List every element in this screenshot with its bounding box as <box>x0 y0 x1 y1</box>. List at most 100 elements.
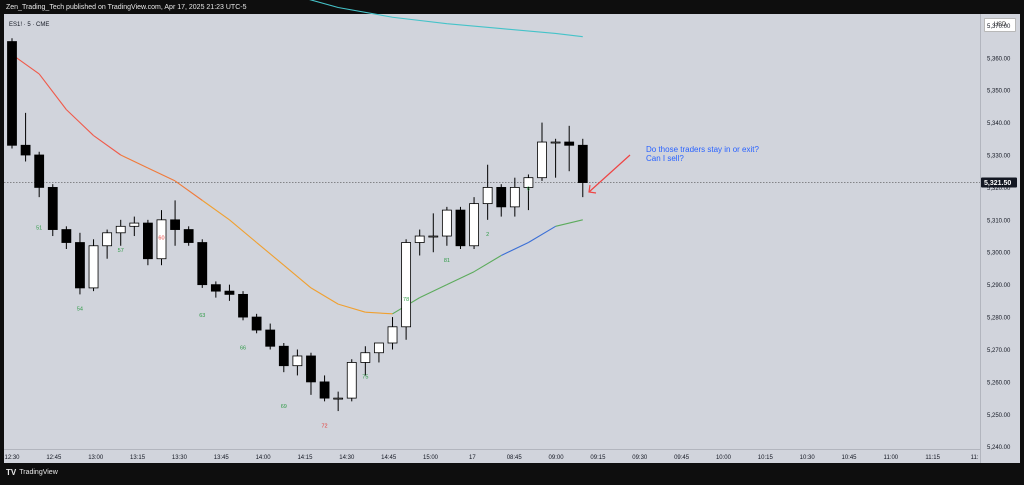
time-tick-label: 13:15 <box>130 455 146 461</box>
candle[interactable] <box>170 200 180 246</box>
annotation-line2: Can I sell? <box>646 154 684 163</box>
time-tick-label: 17 <box>469 455 476 461</box>
ema-line-segment <box>310 287 339 305</box>
candle-body <box>251 316 262 331</box>
publisher-header: Zen_Trading_Tech published on TradingVie… <box>6 4 247 11</box>
time-tick-label: 09:00 <box>549 455 565 461</box>
candle[interactable] <box>197 239 208 288</box>
candle[interactable] <box>47 184 58 237</box>
ema-line-segment <box>283 264 312 289</box>
candle-body <box>129 222 140 227</box>
candle[interactable] <box>292 349 303 376</box>
candle[interactable] <box>183 226 194 246</box>
candle[interactable] <box>7 38 17 149</box>
bar-count-label: 57 <box>118 248 124 254</box>
candle-body <box>265 329 276 347</box>
bar-count-label: 6 <box>527 187 530 193</box>
time-tick-label: 09:30 <box>632 455 648 461</box>
candle[interactable] <box>577 138 588 198</box>
candle[interactable] <box>401 239 412 340</box>
candle[interactable] <box>319 375 330 402</box>
time-tick-label: 10:45 <box>841 455 857 461</box>
candle[interactable] <box>61 226 72 250</box>
time-tick-label: 11:15 <box>925 455 940 461</box>
candle[interactable] <box>537 122 547 181</box>
candle-body <box>278 345 289 367</box>
bar-count-label: 54 <box>77 307 83 313</box>
candle-body <box>537 141 547 179</box>
candle[interactable] <box>428 213 439 253</box>
candle[interactable] <box>34 151 45 198</box>
candle-body <box>7 41 17 146</box>
candle[interactable] <box>224 284 235 301</box>
candle[interactable] <box>414 229 425 256</box>
candle[interactable] <box>306 352 316 395</box>
candle[interactable] <box>374 342 384 363</box>
bar-count-label: 51 <box>36 226 42 232</box>
time-tick-label: 14:30 <box>339 455 355 461</box>
candle-body <box>238 293 248 318</box>
candle[interactable] <box>278 343 289 373</box>
price-axis[interactable] <box>980 14 1020 463</box>
candle[interactable] <box>564 125 575 172</box>
candle[interactable] <box>129 216 140 237</box>
candle-body <box>428 235 439 238</box>
candle[interactable] <box>102 229 113 259</box>
candle[interactable] <box>441 206 452 246</box>
candle-body <box>102 232 113 247</box>
candle[interactable] <box>238 291 248 321</box>
last-price-tag: 5,321.50 <box>981 177 1017 188</box>
ema-line-segment <box>555 219 583 227</box>
currency-badge[interactable]: USD <box>984 18 1016 32</box>
price-tick-label: 5,260.00 <box>987 380 1011 386</box>
bar-count-labels: 51 54 57 60 63 66 69 72 75 78 81 2 6 <box>36 187 530 430</box>
bar-count-label: 81 <box>444 258 450 264</box>
candle-body <box>333 397 344 400</box>
candle-body <box>142 222 153 260</box>
ema-line-segment <box>338 303 366 313</box>
footer: TV TradingView <box>6 468 58 477</box>
candle[interactable] <box>482 164 493 220</box>
candle-body <box>577 144 588 183</box>
candle-body <box>401 242 412 328</box>
candle[interactable] <box>210 281 221 298</box>
time-tick-label: 13:30 <box>172 455 188 461</box>
candle-body <box>197 242 208 286</box>
candle[interactable] <box>75 232 85 295</box>
candle[interactable] <box>509 177 520 217</box>
candle[interactable] <box>333 391 344 412</box>
candle[interactable] <box>346 359 357 402</box>
time-tick-label: 10:30 <box>800 455 816 461</box>
candle[interactable] <box>455 206 466 250</box>
bar-count-label: 78 <box>403 297 409 303</box>
candle[interactable] <box>156 210 167 266</box>
candle[interactable] <box>523 174 534 211</box>
annotation[interactable]: Do those traders stay in or exit? Can I … <box>646 145 759 163</box>
candle[interactable] <box>20 112 31 162</box>
candle[interactable] <box>550 138 561 178</box>
ema-line-segment <box>419 284 448 299</box>
plot-area[interactable] <box>4 14 980 463</box>
candle[interactable] <box>496 184 507 217</box>
candle[interactable] <box>387 317 398 350</box>
price-tick-label: 5,290.00 <box>987 283 1011 289</box>
time-tick-label: 08:45 <box>507 455 523 461</box>
candle[interactable] <box>142 219 153 266</box>
candle[interactable] <box>115 219 126 246</box>
last-price-label: 5,321.50 <box>984 180 1011 187</box>
candle[interactable] <box>469 197 479 250</box>
candle-body <box>374 342 384 354</box>
price-tick-label: 5,310.00 <box>987 218 1011 224</box>
candle[interactable] <box>265 323 276 350</box>
candle[interactable] <box>251 313 262 334</box>
price-tick-label: 5,330.00 <box>987 154 1011 160</box>
annotation-arrow[interactable] <box>588 154 631 194</box>
candle[interactable] <box>360 346 371 376</box>
candle-body <box>170 219 180 230</box>
candle-body <box>224 290 235 295</box>
candle-body <box>20 144 31 156</box>
time-axis[interactable] <box>4 449 980 463</box>
candle[interactable] <box>88 239 99 292</box>
price-tick-label: 5,270.00 <box>987 348 1011 354</box>
